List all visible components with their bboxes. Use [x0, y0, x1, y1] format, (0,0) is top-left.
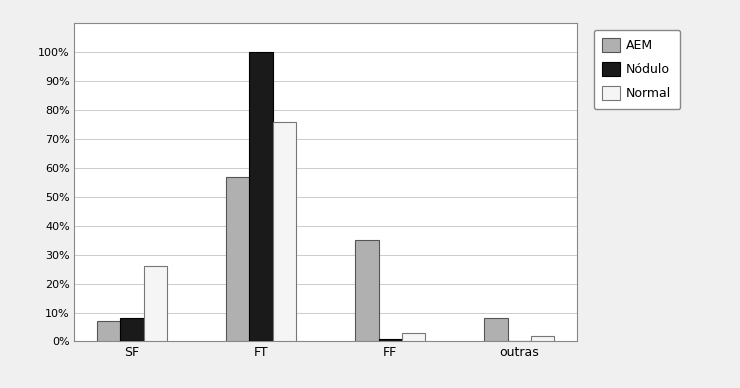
Bar [226, 177, 249, 341]
Bar [531, 336, 554, 341]
Bar [402, 333, 425, 341]
Bar [273, 121, 296, 341]
Bar [378, 339, 402, 341]
Bar [484, 318, 508, 341]
Bar [144, 266, 167, 341]
Bar [355, 240, 378, 341]
Bar [97, 321, 121, 341]
Legend: AEM, Nódulo, Normal: AEM, Nódulo, Normal [593, 29, 680, 109]
Bar [121, 318, 144, 341]
Bar [249, 52, 273, 341]
